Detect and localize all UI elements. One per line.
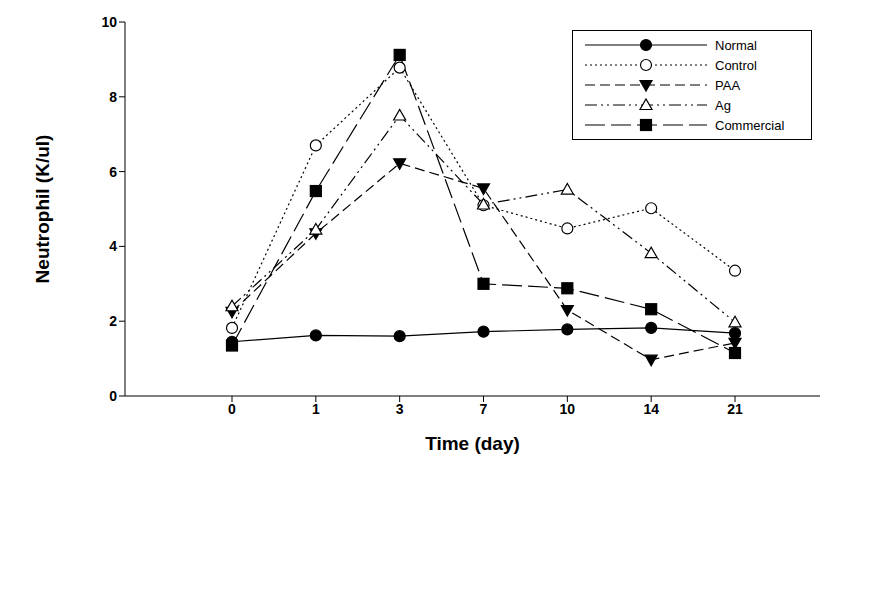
html-text:Ag: Ag xyxy=(715,97,731,113)
svg-text:10: 10 xyxy=(560,401,576,417)
html-text:Normal: Normal xyxy=(715,37,757,53)
svg-text:3: 3 xyxy=(396,401,404,417)
html-text:Commercial: Commercial xyxy=(715,117,785,133)
svg-text:Time (day): Time (day) xyxy=(425,433,520,454)
svg-text:1: 1 xyxy=(312,401,320,417)
html-text:PAA: PAA xyxy=(715,77,741,93)
svg-text:Neutrophil (K/ul): Neutrophil (K/ul) xyxy=(32,135,53,284)
html-text:Control: Control xyxy=(715,57,757,73)
svg-text:21: 21 xyxy=(727,401,743,417)
svg-text:2: 2 xyxy=(109,313,117,329)
svg-text:0: 0 xyxy=(228,401,236,417)
svg-text:6: 6 xyxy=(109,164,117,180)
svg-text:4: 4 xyxy=(109,238,117,254)
svg-text:8: 8 xyxy=(109,89,117,105)
svg-text:0: 0 xyxy=(109,388,117,404)
svg-text:14: 14 xyxy=(643,401,659,417)
svg-text:10: 10 xyxy=(101,14,117,30)
svg-text:7: 7 xyxy=(480,401,488,417)
